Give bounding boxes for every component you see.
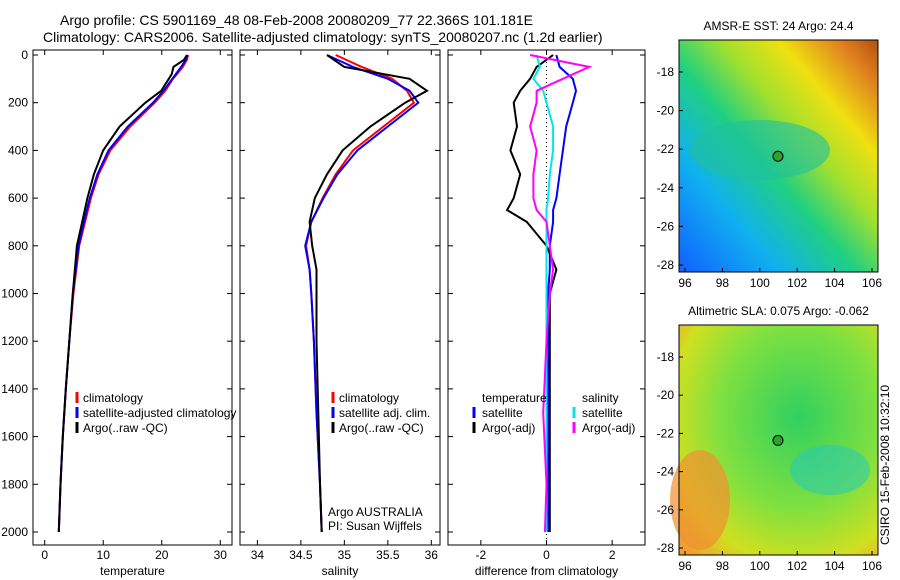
y-tick-label: 1400	[1, 382, 28, 396]
map-lon-label: 98	[716, 276, 730, 290]
y-tick-label: 800	[8, 239, 28, 253]
map-lat-label: -24	[657, 181, 675, 195]
legend-label: satellite-adjusted climatology	[83, 406, 236, 420]
map-lat-label: -18	[657, 65, 675, 79]
map-lon-label: 104	[825, 559, 845, 573]
x-tick-label: 0	[41, 548, 48, 562]
argo-float-location-marker	[772, 150, 784, 162]
map-lon-label: 96	[678, 559, 692, 573]
x-tick-label: -2	[475, 548, 486, 562]
map-frame	[678, 39, 879, 273]
y-tick-label: 0	[21, 48, 28, 62]
x-tick-label: 2	[609, 548, 616, 562]
map-lat-label: -24	[657, 465, 675, 479]
map-lat-label: -26	[657, 503, 675, 517]
map-lon-label: 106	[862, 559, 882, 573]
y-tick-label: 400	[8, 143, 28, 157]
map-lat-label: -28	[657, 258, 675, 272]
x-tick-label: 36	[425, 548, 439, 562]
map-lon-label: 100	[750, 276, 770, 290]
annotation-text: Argo AUSTRALIA	[328, 505, 423, 519]
y-tick-label: 1000	[1, 287, 28, 301]
x-axis-label: temperature	[100, 564, 165, 578]
x-axis-label: salinity	[322, 564, 359, 578]
legend-label: satellite adj. clim.	[339, 406, 430, 420]
y-tick-label: 1800	[1, 477, 28, 491]
series-satellite-adj-clim-	[304, 54, 420, 533]
x-tick-label: 0	[543, 548, 550, 562]
legend-label: satellite	[482, 406, 523, 420]
argo-float-location-marker	[772, 434, 784, 446]
legend-label: salinity	[582, 391, 619, 405]
series-argo-raw-qc-	[57, 54, 188, 533]
legend-label: climatology	[83, 391, 143, 405]
map-lon-label: 98	[716, 559, 730, 573]
title-line-1: Argo profile: CS 5901169_48 08-Feb-2008 …	[60, 12, 534, 28]
map-lat-label: -22	[657, 426, 675, 440]
legend-label: Argo(-adj)	[482, 421, 535, 435]
map-lat-label: -28	[657, 541, 675, 555]
y-tick-label: 1600	[1, 430, 28, 444]
map-lat-label: -26	[657, 219, 675, 233]
legend-label: temperature	[482, 391, 547, 405]
side-label: CSIRO 15-Feb-2008 10:32:10	[878, 384, 892, 545]
legend-label: Argo(-adj)	[582, 421, 635, 435]
legend-label: satellite	[582, 406, 623, 420]
series-salinity-argo-adj-	[529, 54, 593, 533]
series-argo-raw-qc-	[308, 54, 429, 533]
x-tick-label: 34.5	[289, 548, 313, 562]
map-field-feature	[690, 120, 830, 180]
map-lon-label: 100	[750, 559, 770, 573]
x-tick-label: 34	[251, 548, 265, 562]
annotation-text: PI: Susan Wijffels	[328, 519, 422, 533]
map-title: AMSR-E SST: 24 Argo: 24.4	[703, 19, 853, 33]
x-tick-label: 20	[155, 548, 169, 562]
map-lat-label: -20	[657, 388, 675, 402]
map-lon-label: 104	[825, 276, 845, 290]
map-lon-label: 102	[787, 276, 807, 290]
map-lon-label: 96	[678, 276, 692, 290]
map-lat-label: -22	[657, 142, 675, 156]
y-tick-label: 600	[8, 191, 28, 205]
series-temperature-satellite	[547, 54, 578, 532]
map-field-feature	[670, 450, 730, 550]
map-frame	[678, 324, 879, 556]
legend-label: Argo(..raw -QC)	[83, 421, 168, 435]
map-lon-label: 102	[787, 559, 807, 573]
x-axis-label: difference from climatology	[475, 564, 618, 578]
legend-label: Argo(..raw -QC)	[339, 421, 424, 435]
series-temperature-argo-adj-	[505, 54, 558, 532]
y-tick-label: 2000	[1, 525, 28, 539]
x-tick-label: 35	[338, 548, 352, 562]
x-tick-label: 35.5	[376, 548, 400, 562]
map-field-feature	[790, 445, 870, 495]
x-tick-label: 10	[97, 548, 111, 562]
plot-frame-1	[239, 49, 441, 546]
map-lat-label: -18	[657, 350, 675, 364]
legend-label: climatology	[339, 391, 399, 405]
map-lon-label: 106	[862, 276, 882, 290]
title-line-2: Climatology: CARS2006. Satellite-adjuste…	[43, 29, 603, 45]
plot-frame-0	[32, 49, 233, 546]
y-tick-label: 1200	[1, 334, 28, 348]
x-tick-label: 30	[214, 548, 228, 562]
y-tick-label: 200	[8, 96, 28, 110]
map-lat-label: -20	[657, 104, 675, 118]
map-title: Altimetric SLA: 0.075 Argo: -0.062	[688, 304, 869, 318]
